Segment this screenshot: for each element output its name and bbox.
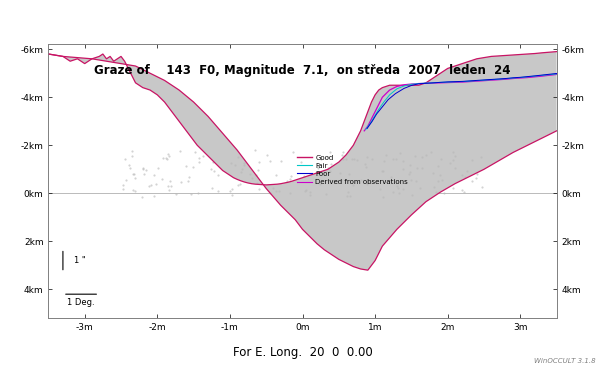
Text: 1 Deg.: 1 Deg. [67,298,95,307]
Polygon shape [48,51,557,270]
Text: Graze of    143  F0, Magnitude  7.1,  on středa  2007  leden  24: Graze of 143 F0, Magnitude 7.1, on střed… [94,64,511,77]
Legend: Good, Fair, Poor, Derived from observations: Good, Fair, Poor, Derived from observati… [294,152,411,188]
Text: 1 ": 1 " [74,256,85,265]
Text: WinOCCULT 3.1.8: WinOCCULT 3.1.8 [534,359,596,364]
Text: For E. Long.  20  0  0.00: For E. Long. 20 0 0.00 [233,346,372,359]
